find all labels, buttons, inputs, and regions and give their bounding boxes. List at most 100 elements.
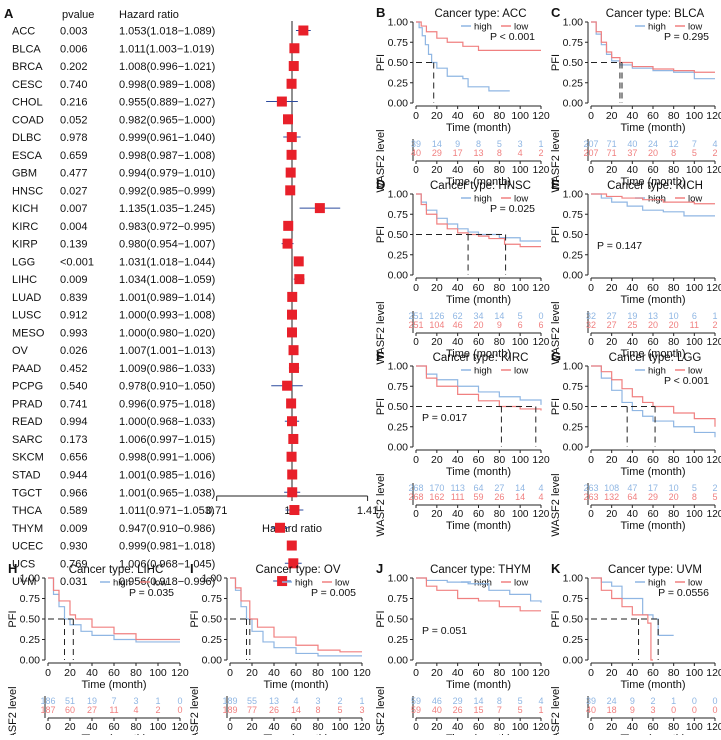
km-pvalue: P < 0.001 — [664, 375, 709, 387]
km-x-tick-label: 80 — [493, 282, 505, 294]
legend-low-label: low — [514, 22, 528, 33]
km-x-tick-label: 100 — [686, 110, 704, 122]
forest-row-cancer-type: DLBC — [12, 132, 41, 144]
risk-count-low: 5 — [518, 705, 523, 715]
risk-count-low: 27 — [87, 705, 97, 715]
risk-count-low: 13 — [473, 148, 483, 158]
forest-row-pvalue: 0.027 — [60, 185, 88, 197]
km-x-tick-label: 40 — [452, 110, 464, 122]
km-curve-high — [591, 577, 674, 636]
risk-count-high: 40 — [627, 139, 637, 149]
hr-axis-title: Hazard ratio — [262, 523, 322, 535]
forest-row-cancer-type: HNSC — [12, 185, 43, 197]
km-x-tick-label: 20 — [431, 282, 443, 294]
km-x-tick-label: 120 — [706, 667, 721, 679]
km-x-tick-label: 40 — [86, 667, 98, 679]
km-x-tick-label: 80 — [493, 667, 505, 679]
km-y-tick-label: 1.00 — [20, 573, 41, 585]
forest-row-hazard-ratio: 0.978(0.910−1.050) — [119, 381, 215, 393]
forest-row-cancer-type: UVM — [12, 576, 36, 588]
km-y-tick-label: 0.50 — [388, 401, 409, 413]
risk-count-high: 268 — [408, 483, 423, 493]
km-y-axis-title: PFI — [189, 610, 201, 627]
km-pvalue: P = 0.147 — [597, 240, 642, 252]
km-y-tick-label: 0.00 — [202, 655, 223, 667]
legend-high-label: high — [113, 578, 131, 589]
km-x-tick-label: 60 — [647, 667, 659, 679]
risk-x-tick-label: 60 — [647, 722, 659, 733]
risk-count-low: 59 — [411, 705, 421, 715]
hr-tick-label: 0.71 — [206, 505, 227, 517]
risk-count-low: 8 — [315, 705, 320, 715]
forest-row-cancer-type: BRCA — [12, 61, 43, 73]
risk-x-tick-label: 120 — [707, 165, 721, 176]
risk-x-tick-label: 0 — [588, 509, 594, 520]
forest-row-cancer-type: CHOL — [12, 97, 43, 109]
legend-high-label: high — [648, 578, 666, 589]
km-x-axis-title: Time (month) — [621, 294, 686, 306]
risk-x-tick-label: 100 — [686, 722, 703, 733]
km-x-tick-label: 60 — [647, 454, 659, 466]
km-y-axis-title: PFI — [7, 610, 19, 627]
risk-x-tick-label: 80 — [494, 722, 506, 733]
km-x-tick-label: 40 — [268, 667, 280, 679]
risk-count-low: 26 — [453, 705, 463, 715]
risk-count-low: 27 — [607, 320, 617, 330]
risk-count-high: 263 — [583, 483, 598, 493]
risk-x-tick-label: 60 — [647, 509, 659, 520]
forest-row-cancer-type: LIHC — [12, 274, 37, 286]
risk-count-high: 6 — [692, 311, 697, 321]
km-y-tick-label: 0.25 — [563, 77, 584, 89]
km-y-tick-label: 1.00 — [202, 573, 223, 585]
hr-point-marker — [287, 416, 297, 427]
risk-count-low: 29 — [648, 492, 658, 502]
panel-label: H — [8, 561, 17, 576]
hr-point-marker — [287, 487, 298, 498]
risk-count-high: 39 — [411, 139, 421, 149]
hr-point-marker — [286, 132, 297, 143]
risk-x-axis-title: Time (month) — [446, 520, 511, 532]
km-y-tick-label: 0.00 — [388, 655, 409, 667]
panel-label: E — [551, 177, 560, 192]
km-x-tick-label: 0 — [413, 454, 419, 466]
km-curve-low — [48, 577, 180, 641]
km-x-tick-label: 40 — [626, 454, 638, 466]
legend-low-label: low — [688, 194, 702, 205]
risk-count-high: 27 — [494, 483, 504, 493]
risk-y-axis-title: WASF2 level — [550, 301, 562, 364]
risk-x-axis-title: Time (month) — [621, 176, 686, 188]
forest-row-pvalue: 0.202 — [60, 61, 88, 73]
forest-row-cancer-type: UCEC — [12, 541, 43, 553]
forest-row-hazard-ratio: 1.031(1.018−1.044) — [119, 256, 215, 268]
hr-point-marker — [294, 274, 305, 285]
hr-point-marker — [288, 61, 299, 72]
forest-row-pvalue: 0.993 — [60, 327, 88, 339]
forest-row-cancer-type: PAAD — [12, 363, 41, 375]
risk-y-axis-title: WASF2 level — [550, 473, 562, 536]
forest-row-cancer-type: LGG — [12, 256, 35, 268]
forest-row-pvalue: 0.139 — [60, 239, 88, 251]
legend-high-label: high — [474, 22, 492, 33]
km-pvalue: P = 0.295 — [664, 31, 709, 43]
risk-count-low: 20 — [669, 492, 679, 502]
risk-count-high: 55 — [247, 696, 257, 706]
risk-x-tick-label: 120 — [707, 722, 721, 733]
km-curve-high — [416, 365, 542, 405]
risk-x-axis-title: Time (month) — [621, 348, 686, 360]
risk-x-tick-label: 0 — [588, 165, 594, 176]
risk-count-low: 162 — [429, 492, 444, 502]
risk-count-low: 6 — [538, 320, 543, 330]
risk-count-high: 9 — [630, 696, 635, 706]
hr-point-marker — [283, 220, 294, 231]
km-title: Cancer type: LGG — [609, 352, 702, 364]
risk-count-low: 77 — [247, 705, 257, 715]
hr-point-marker — [285, 167, 296, 178]
risk-count-low: 20 — [473, 320, 483, 330]
risk-count-high: 5 — [692, 483, 697, 493]
km-x-tick-label: 80 — [493, 110, 505, 122]
hr-point-marker — [293, 256, 304, 267]
forest-row-hazard-ratio: 1.000(0.968−1.033) — [119, 416, 215, 428]
hr-point-marker — [289, 505, 300, 516]
risk-x-tick-label: 100 — [512, 509, 529, 520]
